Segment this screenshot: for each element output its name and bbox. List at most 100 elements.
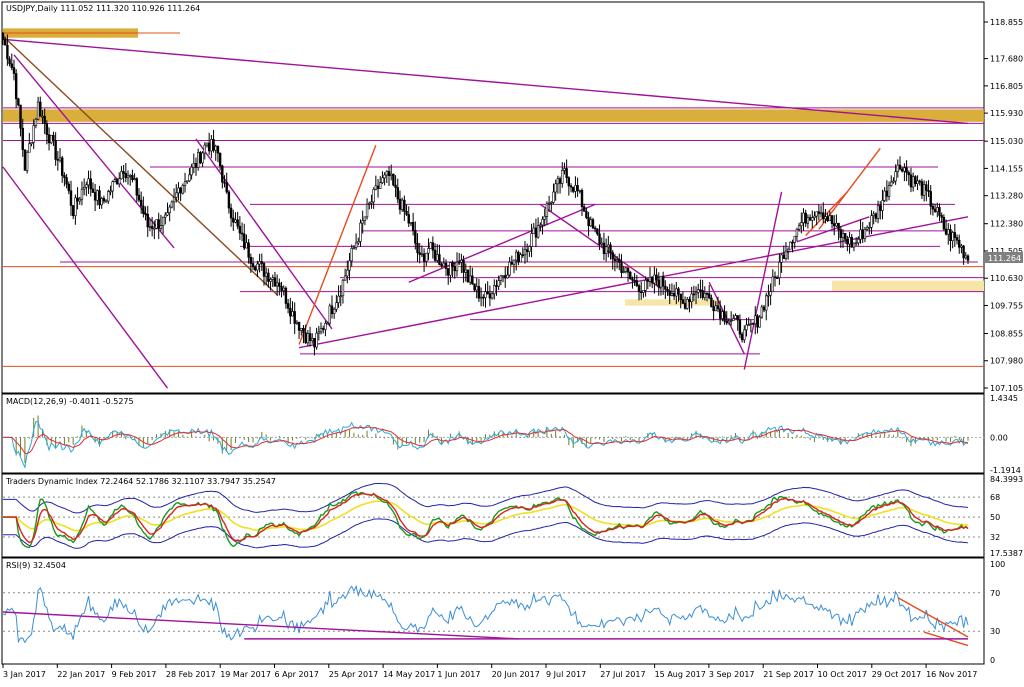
candle-body <box>282 287 285 291</box>
candle-body <box>319 328 323 333</box>
candle-body <box>352 247 356 249</box>
price-panel[interactable] <box>1 1 985 394</box>
candle-body <box>716 305 720 310</box>
candle-body <box>234 219 237 223</box>
candle-body <box>23 149 27 171</box>
candle-body <box>745 324 748 331</box>
support-zone-2 <box>625 299 720 306</box>
candle-body <box>400 199 404 210</box>
candle-body <box>646 280 649 282</box>
price-tick-label: 116.805 <box>990 82 1023 91</box>
candle-body <box>846 238 849 245</box>
candle-body <box>905 167 908 173</box>
candle-body <box>694 292 698 295</box>
candle-body <box>664 285 667 290</box>
price-tick-label: 107.980 <box>990 357 1023 366</box>
rsi-down-trend <box>897 596 969 638</box>
candle-body <box>843 233 847 240</box>
candle-body <box>78 198 81 202</box>
candle-body <box>144 213 147 215</box>
trend-line <box>805 191 848 237</box>
candle-body <box>615 259 619 262</box>
candle-body <box>398 198 402 210</box>
last-price-label: 111.264 <box>988 254 1021 263</box>
candle-body <box>644 280 647 291</box>
trend-line <box>796 216 870 243</box>
candle-body <box>865 227 869 230</box>
candle-body <box>894 171 897 182</box>
candle-body <box>19 104 22 129</box>
candle-body <box>258 261 261 265</box>
candle-body <box>286 303 290 309</box>
candle-body <box>482 296 485 299</box>
candle-body <box>648 276 652 282</box>
candle-body <box>708 293 711 299</box>
candle-body <box>940 215 943 218</box>
candle-body <box>96 190 99 201</box>
candle-body <box>337 295 340 304</box>
candle-body <box>497 280 500 287</box>
candle-body <box>789 241 792 250</box>
candle-body <box>918 180 921 183</box>
candle-body <box>800 222 803 226</box>
candle-body <box>420 253 424 256</box>
candle-body <box>600 242 603 245</box>
candle-body <box>712 306 715 312</box>
candle-body <box>640 291 643 294</box>
candle-body <box>212 139 215 151</box>
candle-body <box>273 277 277 287</box>
candle-body <box>951 232 954 241</box>
time-tick-label: 28 Feb 2017 <box>166 670 216 679</box>
candle-body <box>122 171 125 174</box>
candle-body <box>839 229 842 239</box>
candle-body <box>881 200 884 211</box>
candle-body <box>249 256 253 264</box>
candle-body <box>341 279 345 297</box>
candle-body <box>756 315 759 328</box>
candle-body <box>126 175 130 179</box>
candle-body <box>477 286 481 299</box>
time-tick-label: 20 Jun 2017 <box>492 670 540 679</box>
candle-body <box>532 227 535 234</box>
candle-body <box>927 190 930 192</box>
candle-body <box>462 260 465 273</box>
tdi-panel[interactable] <box>1 473 985 558</box>
candle-body <box>262 263 266 277</box>
candle-body <box>830 215 834 224</box>
candle-body <box>653 274 656 284</box>
candle-body <box>947 229 950 235</box>
candle-body <box>471 275 474 285</box>
macd-signal-line <box>3 426 969 454</box>
candle-body <box>107 191 110 202</box>
candle-body <box>778 261 781 278</box>
candle-body <box>50 134 53 144</box>
candle-body <box>775 277 779 279</box>
candle-body <box>295 321 299 324</box>
candle-body <box>387 171 391 176</box>
macd-tick-label: -1.1914 <box>990 466 1021 475</box>
candle-body <box>67 183 70 192</box>
candle-body <box>403 199 406 212</box>
time-tick-label: 9 Feb 2017 <box>112 670 157 679</box>
candle-body <box>773 276 777 279</box>
candle-body <box>280 286 283 291</box>
candle-body <box>677 288 680 295</box>
candle-body <box>164 214 167 218</box>
time-tick-label: 15 Aug 2017 <box>655 670 706 679</box>
candle-body <box>440 264 443 267</box>
price-tick-label: 113.280 <box>990 192 1023 201</box>
candle-body <box>576 185 579 191</box>
candle-body <box>357 241 360 244</box>
candle-body <box>666 288 669 292</box>
candle-body <box>155 219 158 229</box>
candle-body <box>451 262 454 267</box>
macd-panel[interactable] <box>1 393 985 474</box>
tdi-tick-label: 17.5387 <box>990 549 1023 558</box>
candle-body <box>177 187 180 194</box>
candle-body <box>822 212 825 220</box>
candle-body <box>422 253 426 262</box>
candle-body <box>21 127 24 150</box>
candle-body <box>580 190 584 208</box>
candle-body <box>659 275 663 288</box>
